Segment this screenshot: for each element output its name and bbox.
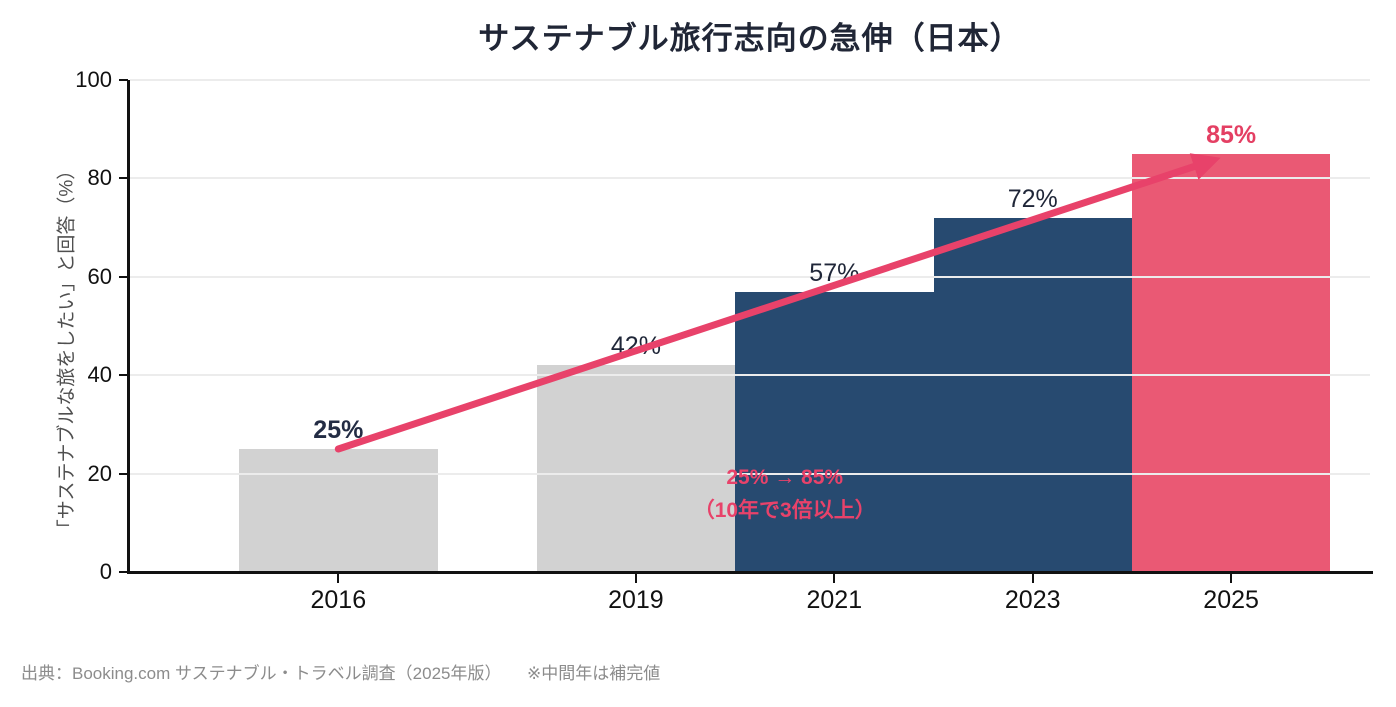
x-tick-label-2025: 2025 [1203,586,1259,614]
y-tick-label: 0 [99,559,112,584]
y-tick-80 [119,177,128,180]
x-tick-label-2016: 2016 [310,586,367,614]
x-tick-label-2023: 2023 [1004,586,1061,614]
bar-value-label-2023: 72% [1007,184,1058,213]
gridline-20 [130,472,1370,475]
bar-2016 [239,449,438,572]
y-tick-100 [119,79,128,81]
gridline-60 [130,275,1370,278]
y-tick-label: 20 [87,460,112,486]
x-tick-2016 [337,574,340,583]
bar-2023 [933,217,1132,572]
x-axis-spine [127,571,1373,574]
gridline-40 [130,374,1370,377]
y-tick-0 [119,571,128,573]
x-tick-label-2019: 2019 [608,586,664,614]
x-tick-2021 [833,574,836,583]
bar-value-label-2021: 57% [809,258,860,287]
y-tick-60 [119,275,128,278]
gridline-100 [130,79,1370,81]
growth-annotation: 25% → 85% （10年で3倍以上） [694,461,876,527]
gridline-80 [130,177,1370,180]
x-tick-2023 [1031,574,1034,583]
bar-value-label-2016: 25% [313,416,364,444]
y-tick-label: 80 [87,165,112,191]
y-tick-20 [119,472,128,475]
y-axis-spine [127,80,130,574]
y-tick-label: 60 [87,263,112,289]
growth-annotation-line-2: （10年で3倍以上） [693,498,876,522]
bar-value-label-2025: 85% [1206,120,1257,149]
growth-annotation-line-1: 25% → 85% [726,465,844,489]
x-tick-2025 [1230,574,1233,583]
chart-title: サステナブル旅行志向の急伸（日本） [478,21,1022,56]
bar-value-label-2019: 42% [610,332,661,361]
y-tick-label: 100 [75,67,112,92]
y-tick-40 [119,374,128,377]
bar-2021 [735,291,934,572]
x-tick-2019 [634,574,637,583]
y-tick-label: 40 [87,362,112,388]
x-tick-label-2021: 2021 [806,586,863,614]
source-note: 出典：Booking.com サステナブル・トラベル調査（2025年版） ※中間… [21,664,661,683]
bar-2025 [1131,153,1331,572]
